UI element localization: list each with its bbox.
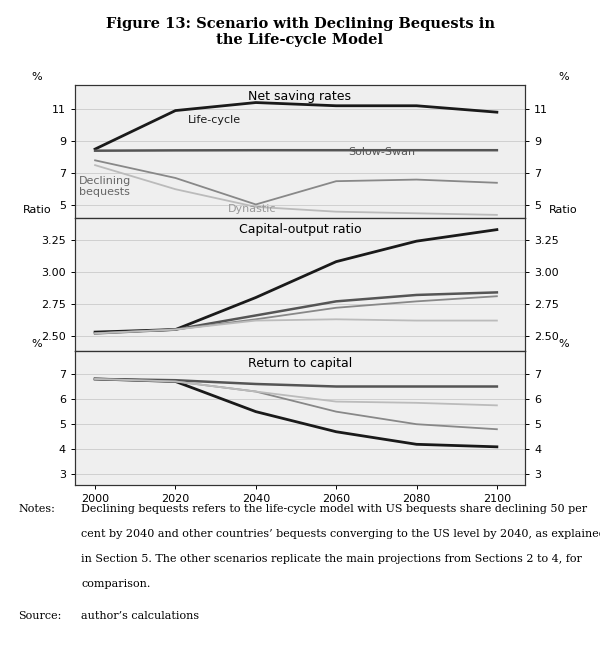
Text: Ratio: Ratio xyxy=(22,206,51,215)
Text: Source:: Source: xyxy=(18,611,61,621)
Text: author’s calculations: author’s calculations xyxy=(81,611,199,621)
Text: in Section 5. The other scenarios replicate the main projections from Sections 2: in Section 5. The other scenarios replic… xyxy=(81,554,582,564)
Text: %: % xyxy=(31,339,42,349)
Text: Dynastic: Dynastic xyxy=(227,204,276,214)
Text: Capital-output ratio: Capital-output ratio xyxy=(239,223,361,236)
Text: Declining
bequests: Declining bequests xyxy=(79,176,131,197)
Text: Solow-Swan: Solow-Swan xyxy=(348,147,415,157)
Text: %: % xyxy=(558,339,569,349)
Text: %: % xyxy=(558,72,569,82)
Text: Life-cycle: Life-cycle xyxy=(187,115,241,125)
Text: Declining bequests refers to the life-cycle model with US bequests share declini: Declining bequests refers to the life-cy… xyxy=(81,504,587,514)
Text: %: % xyxy=(31,72,42,82)
Text: comparison.: comparison. xyxy=(81,579,151,588)
Text: cent by 2040 and other countries’ bequests converging to the US level by 2040, a: cent by 2040 and other countries’ beques… xyxy=(81,529,600,539)
Text: the Life-cycle Model: the Life-cycle Model xyxy=(217,33,383,48)
Text: Net saving rates: Net saving rates xyxy=(248,90,352,103)
Text: Return to capital: Return to capital xyxy=(248,357,352,370)
Text: Ratio: Ratio xyxy=(549,206,578,215)
Text: Notes:: Notes: xyxy=(18,504,55,514)
Text: Figure 13: Scenario with Declining Bequests in: Figure 13: Scenario with Declining Beque… xyxy=(106,16,494,31)
